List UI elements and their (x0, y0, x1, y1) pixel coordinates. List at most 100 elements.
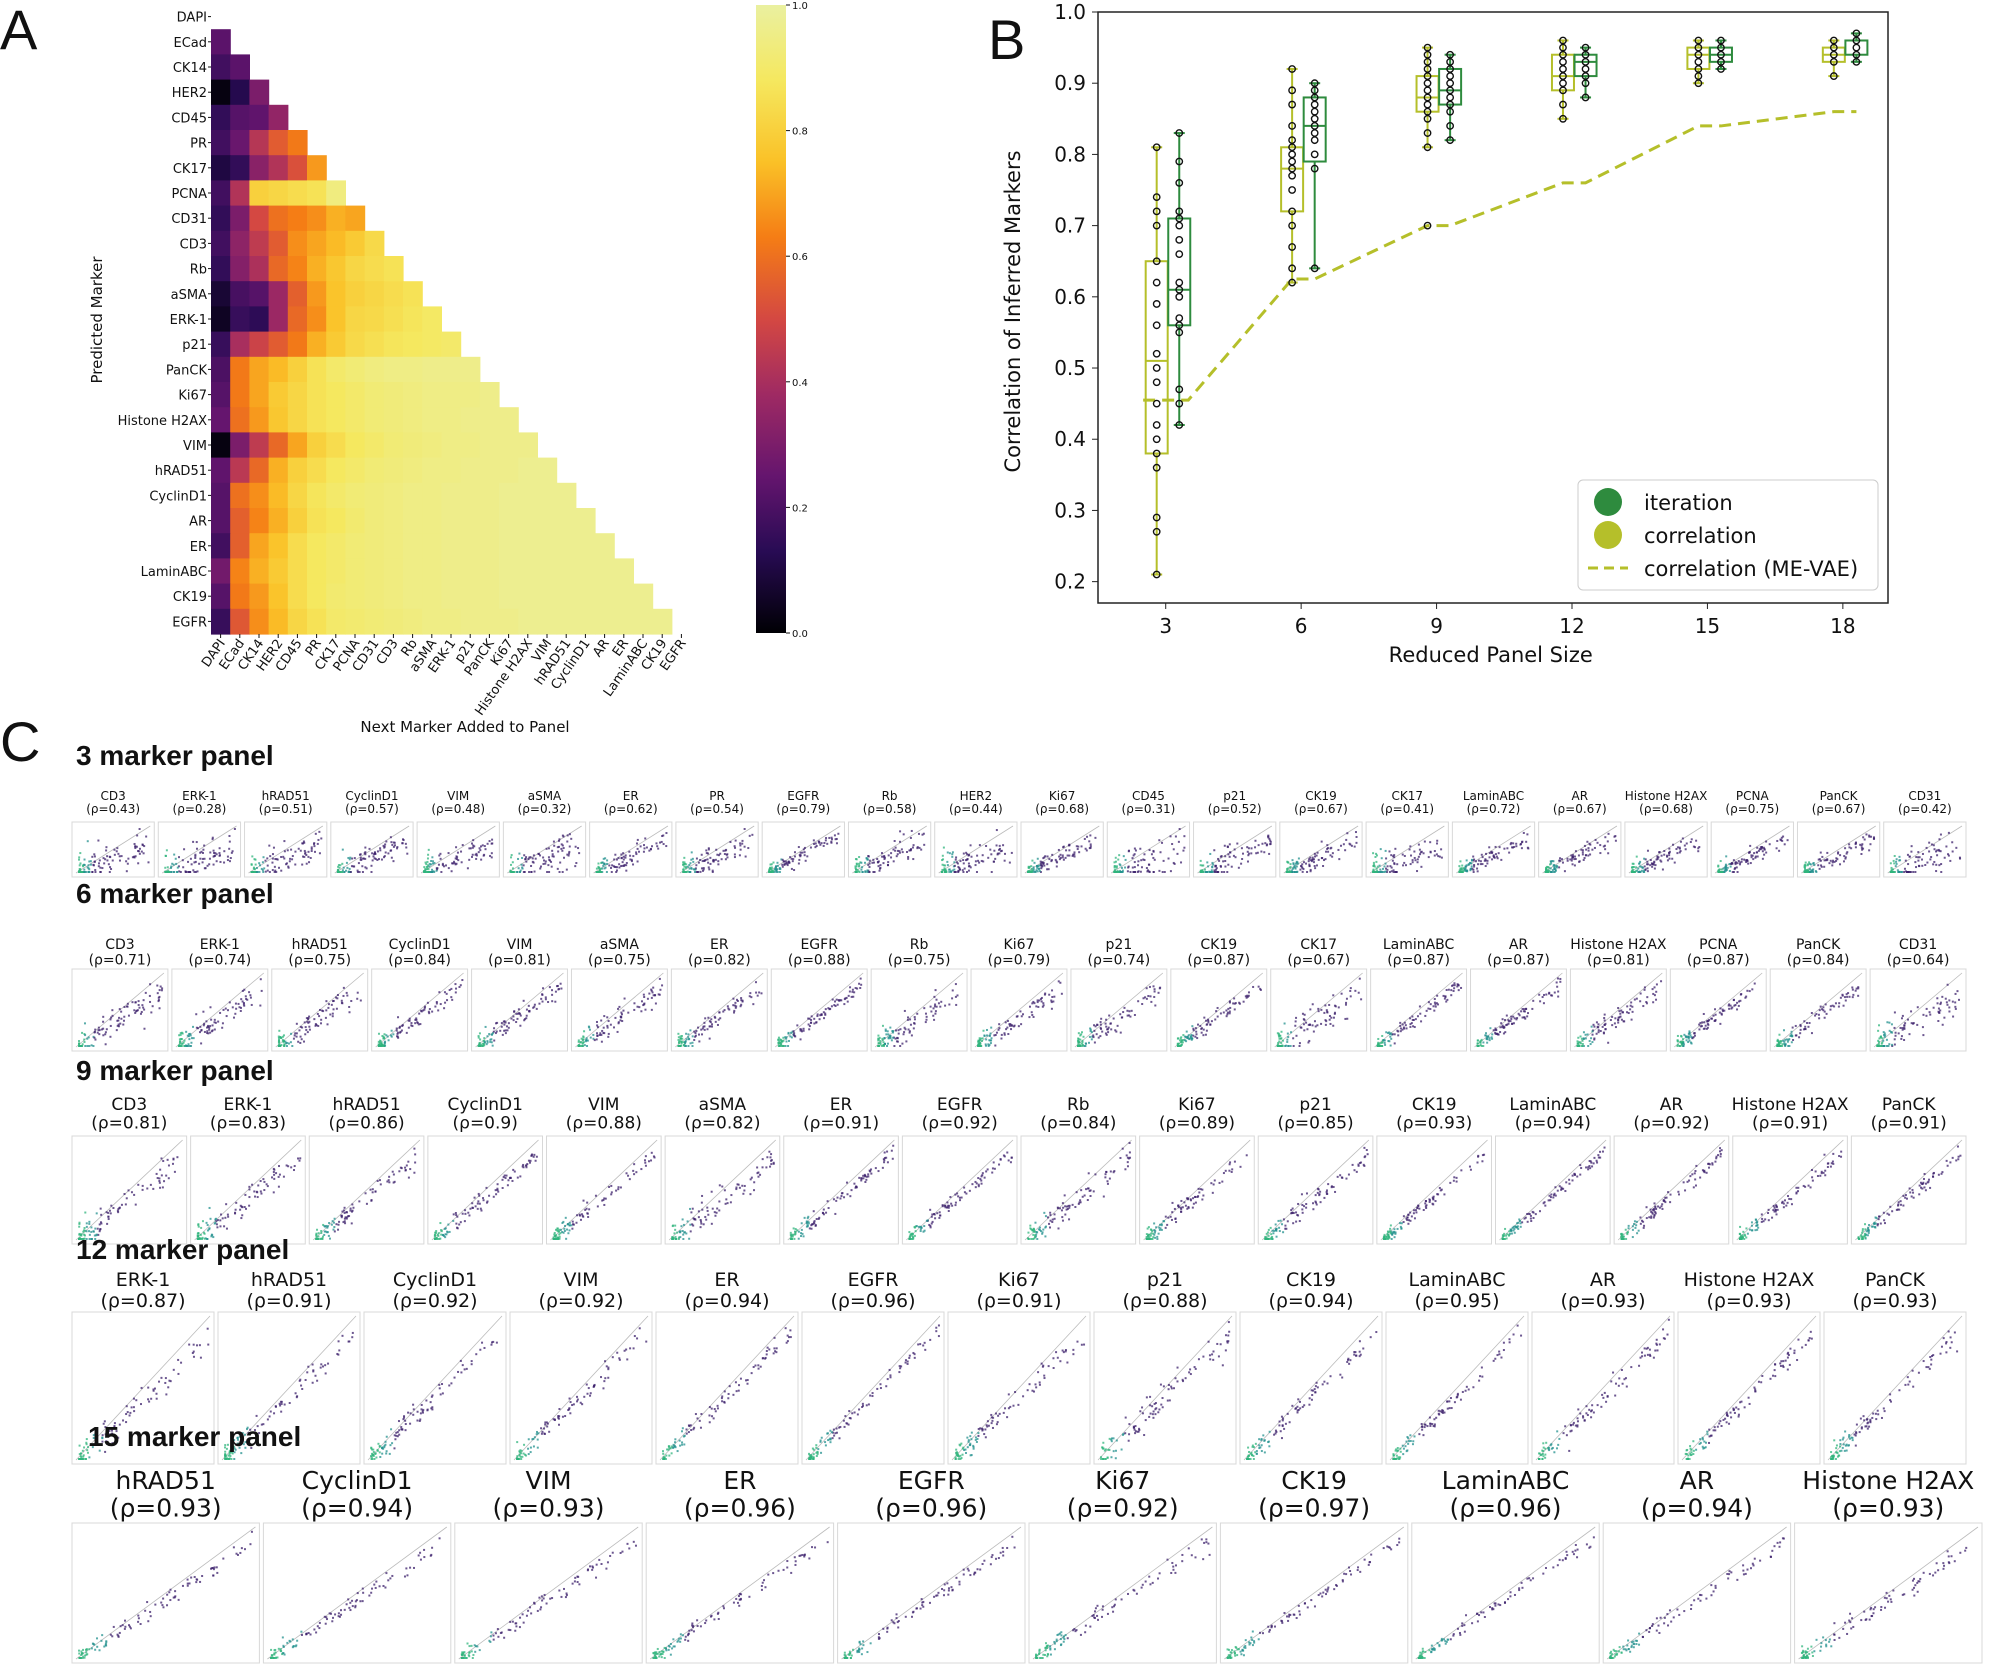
scatter-point (1061, 993, 1063, 995)
scatter-point (897, 1037, 899, 1039)
scatter-point (1094, 1041, 1096, 1043)
scatter-row-title: 3 marker panel (76, 740, 274, 772)
scatter-point (601, 1030, 603, 1032)
heatmap-cell (499, 533, 519, 559)
scatter-point (1128, 1010, 1130, 1012)
scatter-point (1903, 871, 1905, 873)
scatter-point (1578, 861, 1580, 863)
heatmap-cell (211, 54, 231, 80)
heatmap-cell (537, 458, 557, 484)
scatter-point (1080, 1033, 1082, 1035)
scatter-point (805, 860, 807, 862)
scatter-point (1434, 1003, 1436, 1005)
scatter-point (294, 851, 296, 853)
scatter-point (744, 828, 746, 830)
scatter-point (523, 854, 525, 856)
scatter-point (1060, 854, 1062, 856)
scatter-point (968, 855, 970, 857)
scatter-point (240, 1010, 242, 1012)
scatter-point (724, 1009, 726, 1011)
heatmap-cell (269, 231, 289, 257)
scatter-point (533, 854, 535, 856)
heatmap-cell (461, 483, 481, 509)
scatter-point (1915, 866, 1917, 868)
box-group (1439, 52, 1461, 144)
heatmap-cell (307, 382, 327, 408)
scatter-point (749, 992, 751, 994)
heatmap-cell (269, 558, 289, 584)
scatter-point (1434, 850, 1436, 852)
scatter-point (208, 1027, 210, 1029)
scatter-point (1234, 1003, 1236, 1005)
scatter-rho: (ρ=0.48) (431, 802, 485, 816)
scatter-point (232, 850, 234, 852)
scatter-rho: (ρ=0.79) (776, 802, 830, 816)
scatter-point (1666, 856, 1668, 858)
scatter-point (1205, 1034, 1207, 1036)
scatter-point (800, 1029, 802, 1031)
scatter-point (692, 858, 694, 860)
scatter-point (308, 861, 310, 863)
heatmap-cell (499, 432, 519, 458)
scatter-point (528, 871, 530, 873)
scatter-point (559, 862, 561, 864)
scatter-point (557, 846, 559, 848)
scatter-point (175, 858, 177, 860)
scatter-point (678, 1036, 680, 1038)
scatter-point (923, 833, 925, 835)
scatter-point (897, 1029, 899, 1031)
scatter-point (1522, 1017, 1524, 1019)
scatter-point (1206, 1023, 1208, 1025)
scatter-point (860, 984, 862, 986)
scatter-point (1346, 832, 1348, 834)
scatter-point (550, 861, 552, 863)
scatter-point (934, 1013, 936, 1015)
scatter-point (907, 1016, 909, 1018)
scatter-point (692, 861, 694, 863)
scatter-point (1694, 846, 1696, 848)
scatter-point (1188, 1038, 1190, 1040)
scatter-point (798, 862, 800, 864)
scatter-point (1382, 871, 1384, 873)
scatter-point (345, 870, 347, 872)
heatmap-cell (403, 458, 423, 484)
scatter-point (1139, 848, 1141, 850)
scatter-point (1405, 1024, 1407, 1026)
scatter-point (908, 1028, 910, 1030)
scatter-point (1379, 869, 1381, 871)
scatter-point (532, 861, 534, 863)
scatter-point (1345, 1002, 1347, 1004)
scatter-point (1382, 868, 1384, 870)
scatter-point (117, 853, 119, 855)
heatmap-cell (614, 609, 634, 635)
scatter-point (1022, 1013, 1024, 1015)
scatter-point (536, 1008, 538, 1010)
scatter-point (816, 1015, 818, 1017)
scatter-point (1647, 867, 1649, 869)
scatter-point (567, 834, 569, 836)
scatter-point (283, 840, 285, 842)
scatter-point (1480, 863, 1482, 865)
scatter-point (642, 1004, 644, 1006)
scatter-point (1388, 1040, 1390, 1042)
scatter-point (1557, 977, 1559, 979)
scatter-point (644, 1009, 646, 1011)
scatter-point (1030, 865, 1032, 867)
scatter-point (313, 1018, 315, 1020)
scatter-point (150, 1011, 152, 1013)
scatter-point (800, 852, 802, 854)
scatter-point (860, 862, 862, 864)
scatter-point (1247, 861, 1249, 863)
scatter-point (337, 871, 339, 873)
heatmap-cell (557, 584, 577, 610)
scatter-point (603, 1027, 605, 1029)
scatter-point (1031, 1014, 1033, 1016)
scatter-point (1153, 996, 1155, 998)
scatter-point (1315, 1025, 1317, 1027)
scatter-point (362, 871, 364, 873)
scatter-point (990, 1027, 992, 1029)
scatter-point (551, 1000, 553, 1002)
heatmap-cell (269, 206, 289, 232)
scatter-point (432, 863, 434, 865)
scatter-point (485, 848, 487, 850)
